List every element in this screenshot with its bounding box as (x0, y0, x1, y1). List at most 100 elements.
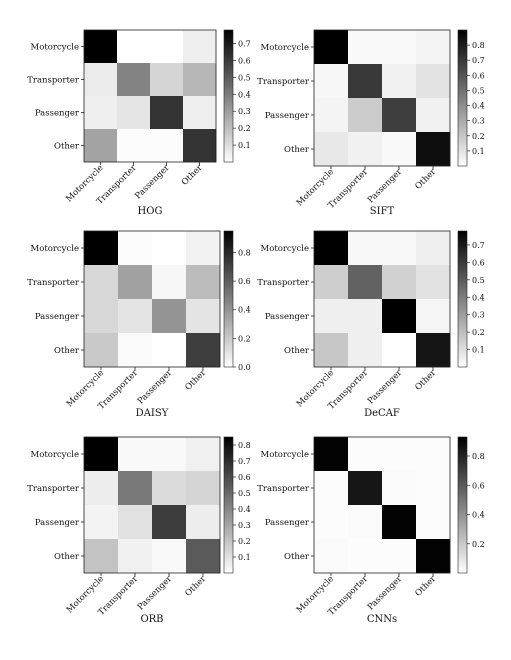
colorbar-tick-label: 0.4 (472, 293, 485, 302)
heatmap-cell (84, 63, 118, 97)
heatmap-cell (84, 299, 119, 334)
heatmap-cell (416, 132, 451, 167)
heatmap-cell (152, 299, 187, 334)
heatmap-cell (117, 129, 151, 163)
heatmap-cell (84, 129, 118, 163)
heatmap-cell (152, 471, 187, 506)
colorbar-tick-label: 0.6 (238, 277, 251, 286)
colorbar-tick-label: 0.3 (238, 107, 251, 116)
heatmap-cell (416, 64, 451, 99)
column-label: Other (413, 166, 438, 191)
panel-title: CNNs (367, 614, 397, 625)
row-label: Passenger (265, 111, 310, 121)
colorbar (223, 29, 234, 163)
row-label: Motorcycle (31, 43, 80, 53)
colorbar-tick-label: 0.4 (238, 505, 251, 514)
heatmap-panel-decaf: MotorcycleTransporterPassengerOtherMotor… (257, 230, 485, 419)
colorbar-tick-label: 0.2 (472, 132, 485, 141)
heatmap-cell (348, 333, 383, 368)
colorbar-tick-label: 0.6 (472, 258, 485, 267)
row-label: Transporter (27, 278, 80, 288)
heatmap-cell (150, 63, 184, 97)
colorbar-tick-label: 0.6 (238, 473, 251, 482)
heatmap-cell (382, 64, 417, 99)
colorbar-tick-label: 0.5 (238, 73, 251, 82)
heatmap-cell (152, 333, 187, 368)
colorbar-tick-label: 0.4 (472, 511, 485, 520)
heatmap-cell (314, 471, 349, 506)
heatmap-cell (348, 505, 383, 540)
row-label: Motorcycle (261, 43, 310, 53)
heatmap-cell (348, 299, 383, 334)
heatmap-frame (313, 436, 451, 574)
column-label: Other (413, 367, 438, 392)
heatmap-cell (416, 333, 451, 368)
heatmap-cell (416, 299, 451, 334)
colorbar (223, 436, 234, 574)
heatmap-cell (382, 30, 417, 65)
heatmap-cell (382, 132, 417, 167)
colorbar-tick-label: 0.3 (472, 117, 485, 126)
panel-title: HOG (138, 206, 163, 217)
heatmap-cell (183, 129, 217, 163)
heatmap-cell (186, 333, 221, 368)
heatmap-cell (150, 96, 184, 130)
heatmap-cell (314, 333, 349, 368)
heatmap-cell (84, 265, 119, 300)
column-label: Other (183, 573, 208, 598)
colorbar-tick-label: 0.4 (472, 102, 485, 111)
heatmap-frame (313, 29, 451, 167)
heatmap-cell (416, 505, 451, 540)
heatmap-cell (117, 30, 151, 64)
colorbar (457, 230, 468, 368)
colorbar (223, 230, 234, 368)
heatmap-cell (152, 231, 187, 266)
row-label: Passenger (35, 312, 80, 322)
colorbar-tick-label: 0.2 (238, 537, 251, 546)
heatmap-frame (83, 29, 217, 163)
row-label: Motorcycle (261, 244, 310, 254)
heatmap-cell (382, 98, 417, 133)
colorbar-tick-label: 0.7 (472, 241, 485, 250)
heatmap-panel-cnns: MotorcycleTransporterPassengerOtherMotor… (257, 436, 485, 625)
heatmap-cell (348, 98, 383, 133)
heatmap-cell (348, 265, 383, 300)
heatmap-cell (348, 437, 383, 472)
heatmap-cell (118, 333, 153, 368)
heatmap-cell (152, 437, 187, 472)
heatmap-cell (150, 30, 184, 64)
heatmap-cell (348, 231, 383, 266)
column-label: Passenger (366, 166, 405, 205)
heatmap-cell (348, 471, 383, 506)
heatmap-cell (382, 299, 417, 334)
column-label: Passenger (366, 367, 405, 406)
heatmap-cell (152, 539, 187, 574)
heatmap-cell (416, 30, 451, 65)
row-label: Passenger (35, 518, 80, 528)
heatmap-panel-daisy: MotorcycleTransporterPassengerOtherMotor… (27, 230, 251, 419)
colorbar (457, 436, 468, 574)
colorbar-tick-label: 0.5 (472, 276, 485, 285)
row-label: Motorcycle (261, 450, 310, 460)
heatmap-cell (416, 539, 451, 574)
colorbar-tick-label: 0.2 (472, 540, 485, 549)
heatmap-cell (348, 132, 383, 167)
heatmap-cell (84, 333, 119, 368)
colorbar-tick-label: 0.0 (238, 363, 251, 372)
row-label: Other (284, 552, 310, 562)
heatmap-cell (117, 63, 151, 97)
heatmap-cell (84, 96, 118, 130)
row-label: Passenger (265, 312, 310, 322)
colorbar-tick-label: 0.2 (238, 334, 251, 343)
heatmap-cell (382, 505, 417, 540)
colorbar-tick-label: 0.8 (238, 248, 251, 257)
row-label: Passenger (265, 518, 310, 528)
heatmap-cell (314, 539, 349, 574)
heatmap-cell (118, 539, 153, 574)
heatmap-panel-hog: MotorcycleTransporterPassengerOtherMotor… (27, 29, 251, 217)
heatmap-cell (118, 299, 153, 334)
heatmap-cell (186, 437, 221, 472)
colorbar-tick-label: 0.8 (472, 41, 485, 50)
row-label: Passenger (35, 109, 80, 119)
